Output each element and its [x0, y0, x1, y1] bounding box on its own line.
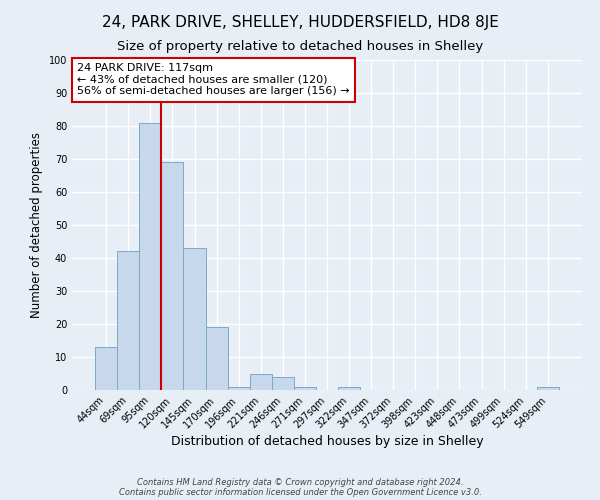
- Bar: [250, 374, 272, 390]
- Bar: [161, 162, 184, 390]
- Text: 24 PARK DRIVE: 117sqm
← 43% of detached houses are smaller (120)
56% of semi-det: 24 PARK DRIVE: 117sqm ← 43% of detached …: [77, 64, 350, 96]
- Bar: [227, 386, 250, 390]
- Bar: [338, 386, 360, 390]
- Bar: [537, 386, 559, 390]
- X-axis label: Distribution of detached houses by size in Shelley: Distribution of detached houses by size …: [170, 436, 484, 448]
- Text: Contains HM Land Registry data © Crown copyright and database right 2024.
Contai: Contains HM Land Registry data © Crown c…: [119, 478, 481, 497]
- Bar: [117, 252, 139, 390]
- Bar: [184, 248, 206, 390]
- Bar: [206, 328, 227, 390]
- Bar: [139, 122, 161, 390]
- Bar: [95, 347, 117, 390]
- Bar: [294, 386, 316, 390]
- Bar: [272, 377, 294, 390]
- Text: 24, PARK DRIVE, SHELLEY, HUDDERSFIELD, HD8 8JE: 24, PARK DRIVE, SHELLEY, HUDDERSFIELD, H…: [101, 15, 499, 30]
- Y-axis label: Number of detached properties: Number of detached properties: [30, 132, 43, 318]
- Text: Size of property relative to detached houses in Shelley: Size of property relative to detached ho…: [117, 40, 483, 53]
